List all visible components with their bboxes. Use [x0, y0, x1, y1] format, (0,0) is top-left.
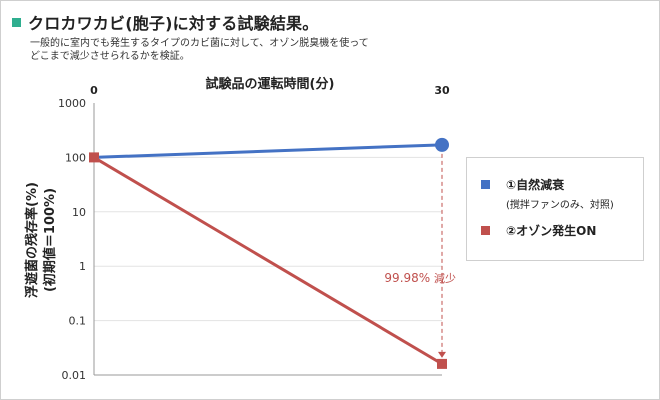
annotation-value: 99.98% — [384, 271, 434, 285]
legend-item-ozone: ②オゾン発生ON — [481, 222, 596, 239]
legend: ①自然減衰 (撹拌ファンのみ、対照) ②オゾン発生ON — [466, 157, 644, 261]
y-axis-label: (初期値＝100%) — [42, 188, 58, 292]
series-line-1 — [93, 143, 443, 159]
y-tick-label: 100 — [65, 151, 86, 164]
x-tick-label: 30 — [434, 84, 450, 97]
legend-label-ozone: ②オゾン発生ON — [506, 224, 597, 238]
y-tick-label: 1000 — [58, 97, 86, 110]
data-point — [437, 358, 447, 369]
title-marker — [12, 17, 21, 27]
x-axis-label: 試験品の運転時間(分) — [206, 76, 335, 92]
annotation-text: 減少 — [434, 271, 456, 285]
legend-swatch-blue — [481, 180, 490, 189]
y-tick-label: 0.01 — [62, 369, 87, 382]
y-tick-label: 1 — [79, 260, 86, 273]
page-title: クロカワカビ(胞子)に対する試験結果。 — [28, 14, 319, 33]
title-row: クロカワカビ(胞子)に対する試験結果。 — [12, 10, 318, 34]
y-tick-label: 10 — [72, 206, 86, 219]
annotation-label: 99.98% 減少 — [384, 271, 456, 285]
legend-sublabel-natural: (撹拌ファンのみ、対照) — [506, 200, 614, 211]
data-point — [89, 152, 99, 163]
y-tick-label: 0.1 — [69, 315, 87, 328]
legend-label-natural: ①自然減衰 — [506, 178, 565, 192]
series-line-2 — [93, 156, 443, 366]
description-line-1: 一般的に室内でも発生するタイプのカビ菌に対して、オゾン脱臭機を使って — [30, 38, 369, 49]
description: 一般的に室内でも発生するタイプのカビ菌に対して、オゾン脱臭機を使って どこまで減… — [30, 37, 450, 63]
legend-item-natural: ①自然減衰 (撹拌ファンのみ、対照) — [481, 176, 614, 211]
x-tick-label: 0 — [90, 84, 98, 97]
annotation-arrow-head — [438, 351, 446, 358]
data-point — [435, 137, 449, 152]
y-axis-label: 浮遊菌の残存率(%) — [24, 182, 40, 298]
legend-swatch-red — [481, 226, 490, 235]
description-line-2: どこまで減少させられるかを検証。 — [30, 51, 190, 62]
